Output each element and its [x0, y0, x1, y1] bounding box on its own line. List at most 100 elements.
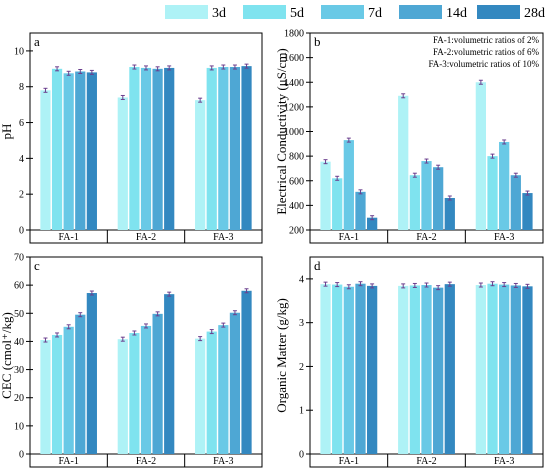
bar-5d-FA-1 [332, 178, 343, 230]
category-label: FA-3 [213, 456, 233, 467]
y-tick-label: 10 [14, 421, 24, 432]
bar-5d-FA-1 [51, 334, 63, 454]
category-label: FA-1 [339, 456, 359, 467]
panel-letter: c [34, 258, 40, 273]
bar-14d-FA-2 [433, 167, 444, 230]
bar-14d-FA-1 [355, 283, 366, 454]
bar-5d-FA-3 [206, 331, 217, 454]
note-line: FA-2:volumetric ratios of 6% [433, 47, 540, 57]
bar-28d-FA-2 [164, 294, 175, 454]
category-label: FA-3 [494, 456, 514, 467]
legend-label-7d: 7d [368, 6, 382, 21]
legend-swatch-7d [321, 5, 364, 19]
y-tick-label: 4 [299, 274, 304, 285]
y-tick-label: 1200 [284, 102, 304, 113]
panel-c: 0 10 20 30 40 50 60 70 CEC (cmol⁺/kg) c FA-1 FA-2 FA… [0, 253, 263, 468]
bar-14d-FA-3 [229, 312, 241, 454]
bar-28d-FA-3 [241, 290, 252, 454]
legend-swatch-5d [243, 5, 286, 19]
bar-7d-FA-3 [218, 67, 229, 230]
note-line: FA-3:volumetric ratios of 10% [428, 59, 539, 69]
y-tick-label: 8 [19, 82, 24, 93]
y-tick-label: 400 [289, 201, 304, 212]
legend-label-14d: 14d [446, 6, 467, 21]
bar-3d-FA-2 [117, 339, 128, 454]
y-tick-label: 2 [299, 362, 304, 373]
y-tick-label: 0 [19, 226, 24, 237]
y-tick-label: 4 [19, 154, 24, 165]
y-tick-label: 20 [14, 393, 24, 404]
bar-14d-FA-1 [75, 314, 86, 454]
bar-28d-FA-2 [164, 67, 175, 230]
legend: 3d 5d 7d 14d 28d [165, 5, 545, 21]
category-label: FA-3 [494, 232, 514, 243]
y-tick-label: 200 [289, 226, 304, 237]
y-tick-label: 1400 [284, 78, 304, 89]
y-tick-label: 0 [299, 450, 304, 461]
y-tick-label: 70 [14, 253, 24, 264]
y-tick-label: 10 [14, 46, 24, 57]
y-tick-label: 600 [289, 176, 304, 187]
y-tick-label: 40 [14, 337, 24, 348]
bar-5d-FA-2 [129, 332, 140, 454]
y-axis-label: pH [0, 124, 14, 140]
bar-14d-FA-1 [355, 191, 366, 230]
bar-28d-FA-1 [367, 217, 378, 230]
bar-28d-FA-3 [241, 66, 252, 230]
y-axis-label: CEC (cmol⁺/kg) [0, 312, 14, 399]
legend-swatch-3d [165, 5, 208, 19]
y-tick-label: 1 [299, 406, 304, 417]
bar-5d-FA-1 [51, 68, 63, 231]
bar-7d-FA-1 [343, 140, 354, 230]
bar-28d-FA-2 [444, 197, 455, 230]
bar-7d-FA-2 [421, 161, 432, 230]
bar-7d-FA-1 [63, 73, 74, 230]
bar-5d-FA-3 [487, 156, 498, 230]
y-axis-label: Organic Matter (g/kg) [274, 298, 289, 413]
bar-3d-FA-1 [320, 284, 331, 454]
bar-14d-FA-2 [152, 68, 163, 231]
y-axis-label: Electrical Conductivity (μS/cm) [274, 48, 289, 215]
category-label: FA-2 [136, 456, 156, 467]
bar-14d-FA-2 [152, 313, 163, 454]
bar-5d-FA-3 [206, 67, 217, 230]
bar-14d-FA-3 [510, 175, 521, 230]
bar-14d-FA-1 [75, 71, 86, 230]
note-line: FA-1:volumetric ratios of 2% [433, 35, 540, 45]
bar-3d-FA-2 [398, 95, 409, 230]
panel-letter: b [314, 34, 321, 49]
panel-letter: d [314, 258, 321, 273]
bar-3d-FA-3 [195, 100, 206, 230]
bar-3d-FA-1 [320, 161, 331, 230]
bar-7d-FA-1 [343, 286, 354, 454]
bar-28d-FA-1 [367, 285, 378, 454]
bar-3d-FA-3 [195, 338, 206, 454]
bar-3d-FA-2 [117, 97, 128, 231]
category-label: FA-3 [213, 232, 233, 243]
panel-a: 0 2 4 6 8 10 pH a FA-1 FA-2 FA-3 [0, 32, 263, 244]
category-label: FA-2 [416, 456, 436, 467]
category-label: FA-2 [416, 232, 436, 243]
bar-7d-FA-3 [218, 325, 229, 454]
y-tick-label: 800 [289, 152, 304, 163]
legend-label-5d: 5d [290, 6, 304, 21]
bar-5d-FA-1 [332, 284, 343, 454]
category-label: FA-1 [58, 232, 78, 243]
bar-3d-FA-1 [40, 340, 51, 454]
legend-label-3d: 3d [212, 6, 226, 21]
bar-7d-FA-1 [63, 326, 74, 454]
bar-28d-FA-2 [444, 284, 455, 454]
y-tick-label: 3 [299, 318, 304, 329]
legend-swatch-14d [399, 5, 442, 19]
y-tick-label: 1600 [284, 53, 304, 64]
bar-3d-FA-3 [475, 285, 486, 454]
bar-7d-FA-3 [499, 141, 510, 230]
bar-5d-FA-2 [409, 285, 420, 454]
bar-3d-FA-3 [475, 82, 486, 230]
y-tick-label: 60 [14, 281, 24, 292]
panel-d: 0 1 2 3 4 Organic Matter (g/kg) d FA-1 FA-2 FA-3 [274, 256, 544, 468]
panel-letter: a [34, 34, 40, 49]
legend-label-28d: 28d [524, 6, 545, 21]
